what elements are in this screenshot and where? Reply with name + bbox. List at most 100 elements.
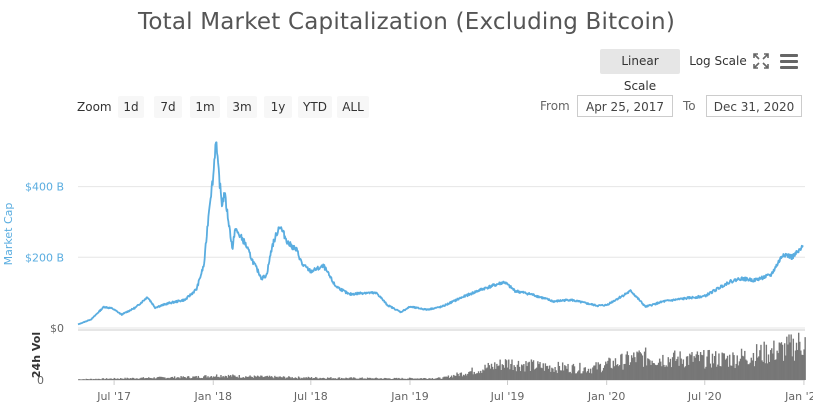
volume-bar	[748, 364, 750, 380]
hamburger-menu-icon[interactable]	[780, 52, 798, 70]
volume-bar	[183, 376, 186, 380]
volume-bar	[360, 378, 362, 380]
volume-bar	[208, 377, 210, 380]
volume-bar	[517, 360, 520, 380]
volume-bar	[284, 378, 287, 380]
volume-bar	[373, 378, 375, 380]
volume-bar	[269, 376, 272, 380]
volume-bar	[86, 379, 89, 380]
volume-bar	[638, 350, 640, 380]
volume-bar	[625, 354, 627, 380]
zoom-all-button[interactable]: ALL	[337, 96, 369, 118]
volume-bar	[317, 378, 319, 380]
volume-bar	[387, 378, 389, 380]
volume-bar	[622, 369, 624, 380]
volume-bar	[322, 377, 325, 380]
volume-bar	[289, 376, 291, 380]
volume-bar	[351, 378, 354, 380]
volume-bar	[486, 367, 488, 380]
volume-bar	[666, 366, 668, 380]
log-scale-button[interactable]: Log Scale	[689, 54, 747, 68]
fullscreen-icon[interactable]	[752, 52, 770, 70]
volume-bar	[411, 378, 413, 380]
volume-bar	[612, 360, 615, 380]
volume-bar	[219, 377, 221, 380]
volume-bar	[560, 370, 563, 380]
volume-bar	[547, 368, 550, 380]
volume-bar	[474, 374, 477, 380]
volume-bar	[134, 378, 136, 380]
volume-bar	[711, 353, 714, 380]
zoom-1y-button[interactable]: 1y	[264, 96, 292, 118]
volume-bar	[140, 377, 142, 380]
zoom-ytd-button[interactable]: YTD	[298, 96, 332, 118]
volume-bar	[336, 378, 339, 380]
volume-bar	[364, 378, 367, 380]
volume-bar	[447, 375, 450, 380]
volume-bar	[616, 364, 619, 380]
volume-bar	[488, 365, 491, 380]
volume-bar	[567, 363, 569, 380]
volume-bar	[217, 377, 219, 380]
volume-bar	[529, 370, 532, 380]
volume-bar	[343, 378, 345, 380]
volume-bar	[781, 344, 784, 380]
volume-bar	[683, 367, 686, 380]
volume-bar	[639, 352, 641, 380]
volume-bar	[697, 354, 700, 380]
volume-bar	[672, 352, 675, 380]
volume-bar	[162, 377, 164, 380]
volume-bar	[571, 365, 574, 380]
volume-bar	[238, 375, 240, 380]
volume-bar	[245, 376, 247, 380]
volume-bar	[190, 378, 192, 380]
volume-bar	[520, 364, 523, 380]
volume-bar	[240, 377, 243, 380]
volume-bar	[405, 379, 408, 380]
volume-bar	[379, 378, 382, 380]
volume-bar	[206, 377, 208, 380]
volume-bar	[392, 378, 395, 380]
volume-bar	[407, 378, 410, 380]
volume-bar	[207, 376, 209, 380]
volume-bar	[800, 350, 802, 380]
volume-bar	[462, 374, 465, 380]
volume-bar	[558, 366, 561, 380]
volume-bar	[773, 340, 775, 380]
volume-bar	[429, 378, 431, 380]
volume-bar	[369, 377, 371, 380]
volume-bar	[477, 371, 480, 380]
from-date-input[interactable]: Apr 25, 2017	[577, 95, 673, 117]
to-date-input[interactable]: Dec 31, 2020	[706, 95, 802, 117]
volume-bar	[575, 373, 578, 380]
volume-bar	[363, 378, 366, 380]
volume-bar	[201, 378, 204, 380]
volume-bar	[580, 373, 582, 380]
volume-bar	[803, 349, 805, 380]
volume-bar	[311, 378, 314, 380]
linear-scale-button[interactable]: Linear Scale	[600, 49, 680, 93]
volume-bar	[347, 378, 349, 380]
volume-bar	[436, 377, 439, 380]
zoom-1m-button[interactable]: 1m	[190, 96, 220, 118]
volume-bar	[573, 366, 576, 380]
volume-bar	[498, 365, 500, 380]
zoom-7d-button[interactable]: 7d	[154, 96, 182, 118]
x-tick-label: Jan '21	[784, 390, 813, 403]
volume-bar	[89, 378, 92, 380]
volume-bar	[577, 371, 579, 380]
volume-bar	[281, 377, 284, 380]
volume-bar	[556, 373, 558, 380]
volume-bar	[669, 358, 672, 380]
volume-bar	[345, 377, 347, 380]
volume-bar	[663, 364, 665, 380]
volume-bar	[725, 358, 728, 380]
volume-bar	[386, 378, 388, 380]
volume-bar	[380, 378, 383, 380]
volume-bar	[301, 377, 303, 380]
volume-bar	[212, 376, 215, 380]
zoom-3m-button[interactable]: 3m	[227, 96, 257, 118]
volume-bar	[634, 357, 636, 380]
volume-bar	[589, 368, 592, 380]
zoom-1d-button[interactable]: 1d	[118, 96, 144, 118]
